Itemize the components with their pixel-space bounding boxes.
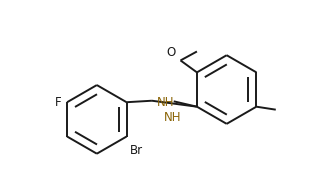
- Text: NH: NH: [157, 96, 175, 109]
- Text: Br: Br: [129, 144, 143, 157]
- Text: NH: NH: [164, 111, 182, 124]
- Text: F: F: [54, 96, 61, 109]
- Text: O: O: [167, 46, 176, 59]
